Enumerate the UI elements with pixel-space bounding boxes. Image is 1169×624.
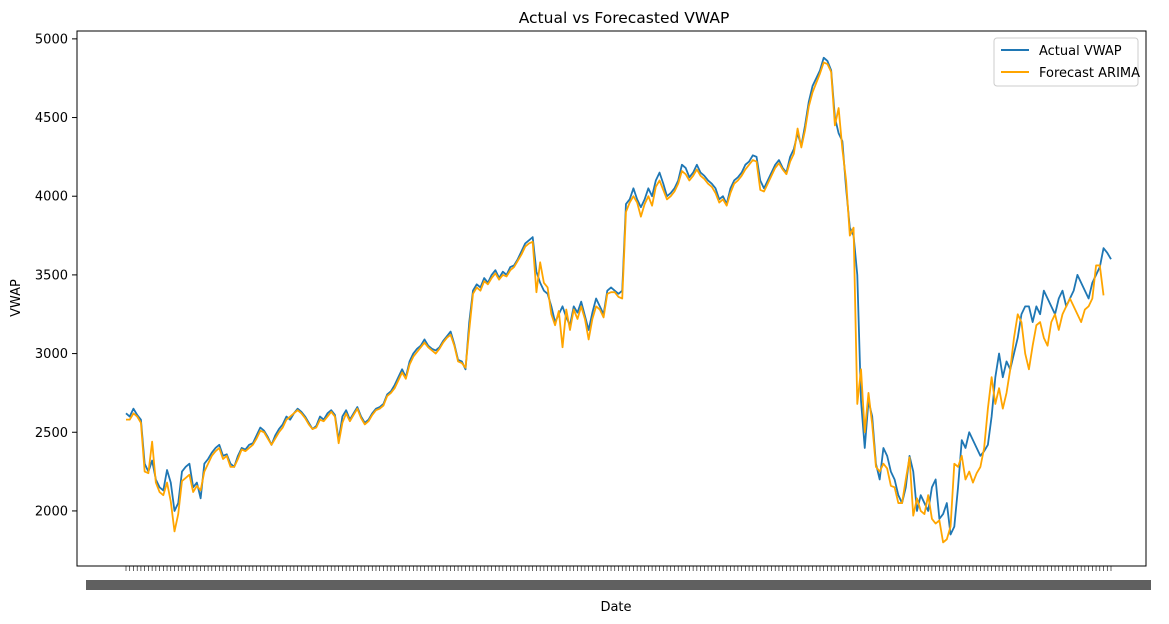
y-tick-label: 4500 <box>35 111 68 126</box>
y-tick-label: 4000 <box>35 190 68 205</box>
y-tick-label: 2000 <box>35 504 68 519</box>
legend-box <box>993 37 1139 87</box>
series-line-actual-vwap <box>125 56 1112 536</box>
chart-title: Actual vs Forecasted VWAP <box>519 9 730 27</box>
y-tick-label: 3500 <box>35 268 68 283</box>
series-lines <box>125 56 1112 544</box>
plot-frame <box>76 30 1147 567</box>
y-tick-label: 3000 <box>35 347 68 362</box>
y-axis-title: VWAP <box>9 279 24 317</box>
series-line-forecast-arima <box>126 61 1105 544</box>
x-axis-title: Date <box>600 600 631 615</box>
y-tick-label: 2500 <box>35 426 68 441</box>
x-tick-labels-overlapped <box>86 580 1151 590</box>
legend-label-actual-vwap: Actual VWAP <box>1039 44 1122 59</box>
y-tick-label: 5000 <box>35 32 68 47</box>
legend-label-forecast-arima: Forecast ARIMA <box>1039 66 1140 81</box>
y-axis-ticks: 2000 2500 3000 3500 4000 4500 5000 <box>35 32 77 519</box>
legend: Actual VWAP Forecast ARIMA <box>993 37 1140 87</box>
x-axis-ticks <box>86 566 1151 590</box>
